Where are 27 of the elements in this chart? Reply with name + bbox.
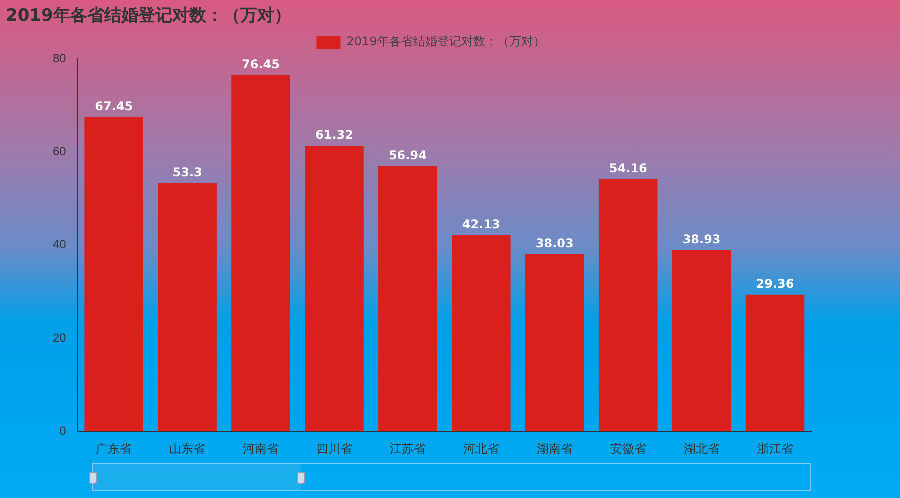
x-tick-label: 湖北省 <box>684 442 720 456</box>
data-label: 38.03 <box>536 236 574 251</box>
x-tick-label: 广东省 <box>96 442 132 456</box>
x-tick-label: 湖南省 <box>536 442 573 456</box>
data-label: 53.3 <box>172 165 202 180</box>
data-label: 56.94 <box>388 148 427 163</box>
data-label: 38.93 <box>682 232 721 246</box>
x-tick-label: 江苏省 <box>390 442 426 456</box>
x-tick-label: 河南省 <box>243 442 280 456</box>
y-tick-label: 60 <box>52 144 67 158</box>
data-label: 76.45 <box>242 58 280 72</box>
y-tick-label: 80 <box>52 51 67 66</box>
chart-title: 2019年各省结婚登记对数：（万对） <box>6 5 292 27</box>
x-tick-label: 山东省 <box>170 442 206 456</box>
x-tick-label: 安徽省 <box>610 442 646 456</box>
data-label: 42.13 <box>462 218 500 232</box>
data-label: 61.32 <box>315 128 354 142</box>
y-tick-label: 20 <box>52 330 67 345</box>
y-tick-label: 0 <box>60 424 67 438</box>
y-tick-label: 40 <box>52 238 67 252</box>
data-label: 54.16 <box>609 161 648 176</box>
x-tick-label: 四川省 <box>316 442 352 456</box>
data-label: 29.36 <box>756 276 794 291</box>
legend-label: 2019年各省结婚登记对数：（万对） <box>346 34 546 49</box>
x-tick-label: 河北省 <box>463 442 500 456</box>
data-label: 67.45 <box>95 100 134 114</box>
x-tick-label: 浙江省 <box>757 442 794 456</box>
